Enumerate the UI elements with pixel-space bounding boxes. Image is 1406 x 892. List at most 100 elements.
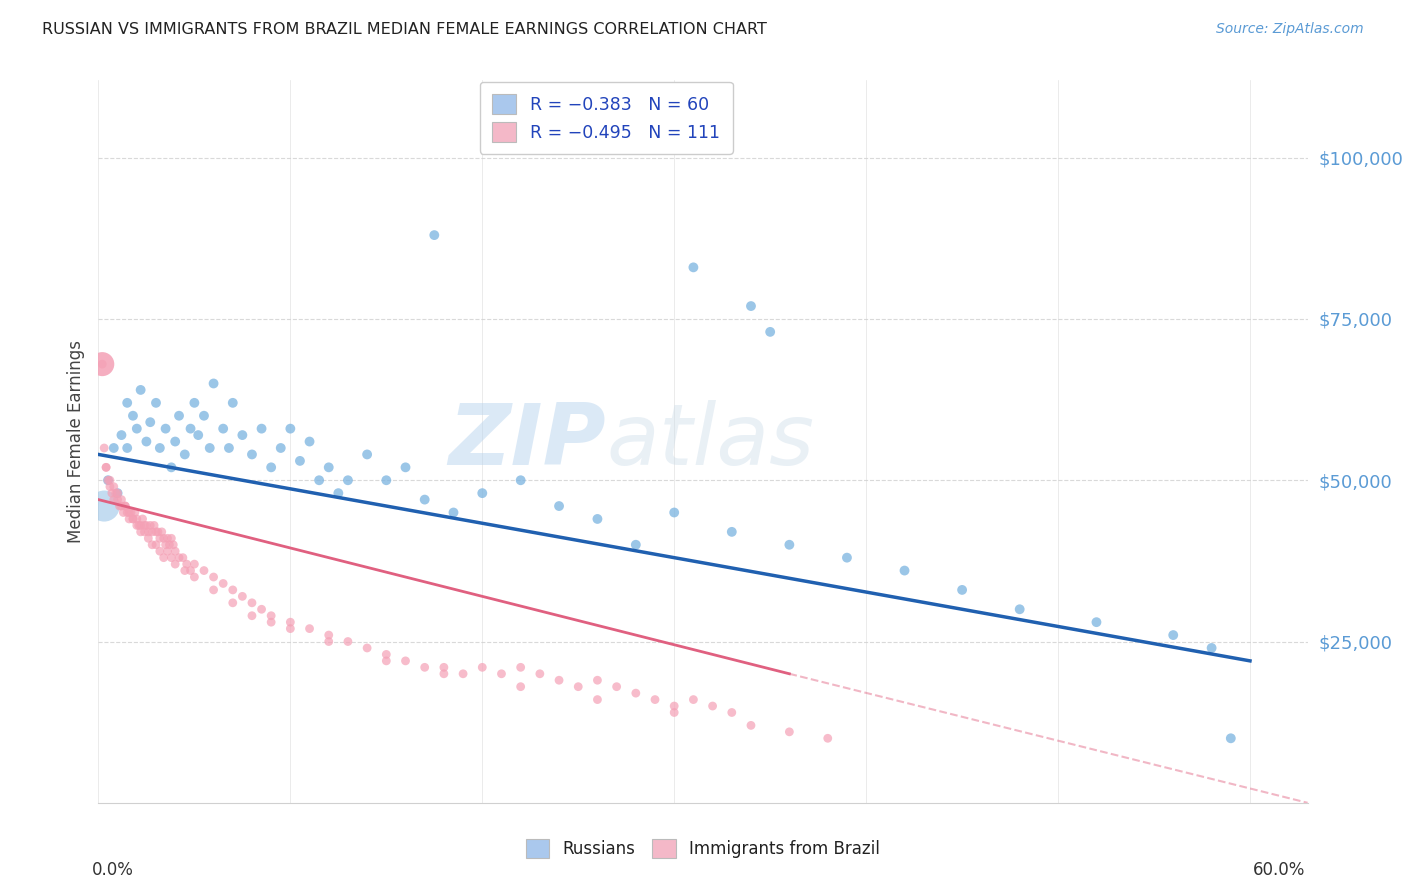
Point <box>176 557 198 571</box>
Point <box>172 550 194 565</box>
Point <box>146 524 169 539</box>
Point <box>110 499 132 513</box>
Point <box>586 692 609 706</box>
Point <box>451 666 474 681</box>
Point <box>778 724 800 739</box>
Point <box>120 506 142 520</box>
Point <box>115 396 138 410</box>
Point <box>270 441 292 455</box>
Point <box>122 512 145 526</box>
Point <box>375 654 398 668</box>
Point <box>193 564 215 578</box>
Point <box>471 486 494 500</box>
Point <box>280 622 302 636</box>
Point <box>129 383 152 397</box>
Point <box>509 473 531 487</box>
Point <box>167 550 190 565</box>
Point <box>150 524 173 539</box>
Point <box>173 564 195 578</box>
Point <box>149 441 172 455</box>
Point <box>122 409 145 423</box>
Point <box>114 499 136 513</box>
Point <box>280 422 302 436</box>
Point <box>104 486 127 500</box>
Point <box>682 260 704 275</box>
Point <box>423 228 446 243</box>
Point <box>159 538 181 552</box>
Point <box>165 434 187 449</box>
Point <box>778 538 800 552</box>
Point <box>103 441 125 455</box>
Point <box>180 564 202 578</box>
Point <box>136 531 159 545</box>
Point <box>682 692 704 706</box>
Point <box>108 499 131 513</box>
Point <box>152 550 174 565</box>
Point <box>664 506 686 520</box>
Point <box>103 492 125 507</box>
Point <box>413 492 436 507</box>
Point <box>250 602 273 616</box>
Text: Source: ZipAtlas.com: Source: ZipAtlas.com <box>1216 22 1364 37</box>
Point <box>134 524 156 539</box>
Point <box>160 531 183 545</box>
Text: ZIP: ZIP <box>449 400 606 483</box>
Point <box>433 660 456 674</box>
Point <box>720 524 742 539</box>
Point <box>129 518 152 533</box>
Point <box>548 499 571 513</box>
Point <box>586 512 609 526</box>
Point <box>139 415 162 429</box>
Point <box>222 582 245 597</box>
Point <box>250 422 273 436</box>
Point <box>155 422 177 436</box>
Point <box>145 396 167 410</box>
Point <box>165 557 187 571</box>
Point <box>141 524 163 539</box>
Point <box>114 499 136 513</box>
Point <box>318 460 340 475</box>
Point <box>143 518 166 533</box>
Point <box>218 441 240 455</box>
Point <box>1085 615 1108 630</box>
Point <box>103 480 125 494</box>
Point <box>131 512 153 526</box>
Point <box>160 460 183 475</box>
Point <box>97 473 120 487</box>
Point <box>91 357 114 371</box>
Point <box>183 557 205 571</box>
Point <box>115 506 138 520</box>
Point <box>664 706 686 720</box>
Point <box>240 596 263 610</box>
Point <box>118 506 141 520</box>
Point <box>624 538 647 552</box>
Point <box>202 376 225 391</box>
Point <box>212 576 235 591</box>
Point <box>193 409 215 423</box>
Point <box>145 524 167 539</box>
Point <box>98 473 121 487</box>
Text: RUSSIAN VS IMMIGRANTS FROM BRAZIL MEDIAN FEMALE EARNINGS CORRELATION CHART: RUSSIAN VS IMMIGRANTS FROM BRAZIL MEDIAN… <box>42 22 768 37</box>
Point <box>1201 640 1223 655</box>
Point <box>231 590 253 604</box>
Point <box>107 492 129 507</box>
Point <box>644 692 666 706</box>
Point <box>125 512 148 526</box>
Point <box>1219 731 1241 746</box>
Point <box>375 473 398 487</box>
Point <box>288 454 311 468</box>
Point <box>328 486 350 500</box>
Point <box>112 506 135 520</box>
Point <box>308 473 330 487</box>
Point <box>1161 628 1184 642</box>
Point <box>606 680 628 694</box>
Point <box>893 564 915 578</box>
Point <box>702 699 724 714</box>
Text: 0.0%: 0.0% <box>93 861 134 879</box>
Point <box>135 518 157 533</box>
Point <box>167 409 190 423</box>
Point <box>491 666 513 681</box>
Point <box>240 447 263 461</box>
Point <box>231 428 253 442</box>
Point <box>110 492 132 507</box>
